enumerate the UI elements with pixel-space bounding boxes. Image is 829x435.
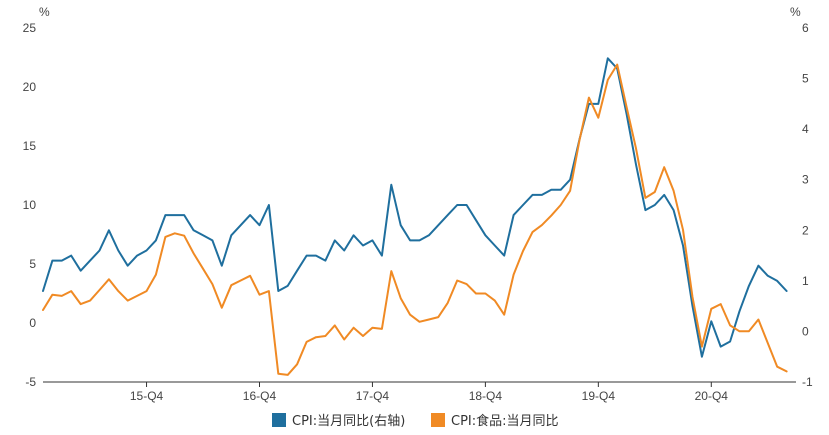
left-axis-unit: % xyxy=(39,5,50,19)
x-tick-label: 20-Q4 xyxy=(695,389,729,403)
left-tick-label: 5 xyxy=(29,257,36,271)
series-line-cpi-right-axis xyxy=(42,57,788,358)
right-tick-label: 0 xyxy=(802,324,809,338)
right-tick-label: -1 xyxy=(802,375,813,389)
right-tick-label: 1 xyxy=(802,274,809,288)
right-tick-label: 2 xyxy=(802,223,809,237)
x-tick-label: 16-Q4 xyxy=(243,389,277,403)
x-axis: 15-Q4 16-Q4 17-Q4 18-Q4 19-Q4 20-Q4 xyxy=(130,382,728,403)
legend-swatch xyxy=(272,413,286,427)
plot-area xyxy=(42,57,788,376)
right-tick-label: 4 xyxy=(802,122,809,136)
left-tick-label: 10 xyxy=(23,198,37,212)
left-tick-label: 25 xyxy=(23,21,37,35)
legend-label: CPI:当月同比(右轴) xyxy=(292,414,405,429)
left-tick-label: 0 xyxy=(29,316,36,330)
series-line-cpi-food xyxy=(42,63,788,376)
legend-swatch xyxy=(431,413,445,427)
legend-label: CPI:食品:当月同比 xyxy=(451,413,559,429)
x-tick-label: 19-Q4 xyxy=(582,389,616,403)
x-tick-label: 18-Q4 xyxy=(469,389,503,403)
right-axis: -1 0 1 2 3 4 5 6 xyxy=(802,21,813,389)
left-tick-label: -5 xyxy=(25,375,36,389)
legend: CPI:当月同比(右轴) CPI:食品:当月同比 xyxy=(272,413,559,429)
left-tick-label: 20 xyxy=(23,80,37,94)
right-tick-label: 6 xyxy=(802,21,809,35)
x-tick-label: 15-Q4 xyxy=(130,389,164,403)
right-axis-unit: % xyxy=(790,5,801,19)
x-tick-label: 17-Q4 xyxy=(356,389,390,403)
right-tick-label: 5 xyxy=(802,72,809,86)
left-axis: -5 0 5 10 15 20 25 xyxy=(23,21,37,389)
right-tick-label: 3 xyxy=(802,173,809,187)
left-tick-label: 15 xyxy=(23,139,37,153)
